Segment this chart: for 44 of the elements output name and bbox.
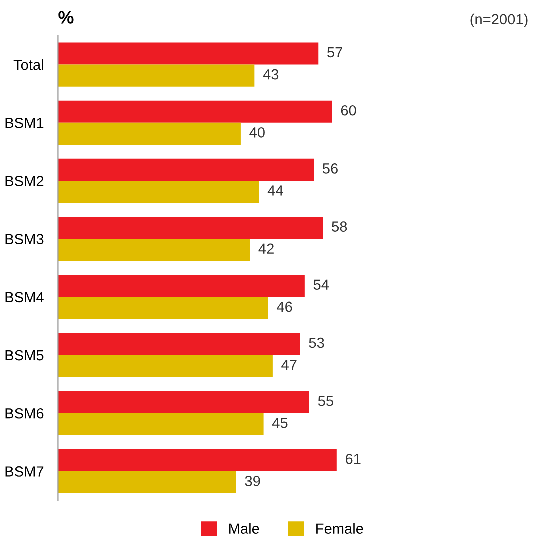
y-tick-label: BSM4 <box>6 292 44 303</box>
data-label: 39 <box>245 476 260 486</box>
data-label: 55 <box>318 396 334 406</box>
data-label: 58 <box>332 222 348 232</box>
data-label: 44 <box>268 186 284 196</box>
data-label: 43 <box>263 69 279 80</box>
bar <box>58 275 305 298</box>
bar <box>58 471 236 494</box>
bar <box>58 297 268 320</box>
data-label: 60 <box>341 105 356 116</box>
bar <box>58 42 319 65</box>
y-tick-label: BSM6 <box>6 408 44 419</box>
bar <box>58 333 300 356</box>
bar <box>58 122 241 145</box>
y-tick-label: BSM1 <box>6 118 44 128</box>
y-tick-label: BSM7 <box>6 466 44 477</box>
bar <box>58 449 337 472</box>
bar <box>58 413 264 436</box>
bar <box>58 158 314 181</box>
data-label: 40 <box>250 128 265 138</box>
y-tick-label: BSM5 <box>6 350 44 361</box>
data-label: 42 <box>258 244 274 254</box>
bar <box>58 355 273 378</box>
data-label: 45 <box>272 418 288 428</box>
data-label: 56 <box>322 164 338 174</box>
y-tick-label: BSM3 <box>6 234 44 245</box>
bar <box>58 100 332 123</box>
data-label: 53 <box>309 338 324 348</box>
legend-label: Female <box>316 523 364 534</box>
chart-title: % <box>58 11 74 24</box>
y-tick-label: Total <box>14 60 44 70</box>
bar <box>58 64 255 87</box>
bar <box>58 391 310 414</box>
bar <box>58 180 260 204</box>
data-label: 46 <box>277 302 292 312</box>
bar <box>58 239 250 262</box>
text: (n=2001) <box>470 14 528 28</box>
bar <box>58 217 324 240</box>
legend-label: Male <box>230 523 260 534</box>
data-label: 61 <box>346 454 361 464</box>
y-tick-label: BSM2 <box>6 176 44 186</box>
data-label: 57 <box>328 47 342 58</box>
data-label: 54 <box>314 280 330 290</box>
data-label: 47 <box>282 360 297 370</box>
